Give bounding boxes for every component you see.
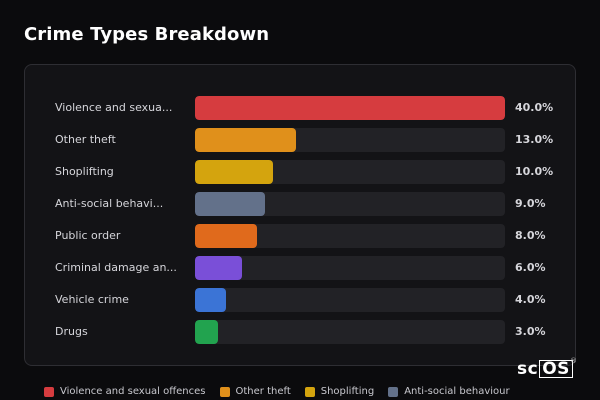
- value-label: 13.0%: [515, 133, 554, 146]
- bar-track: [195, 192, 505, 216]
- category-label: Vehicle crime: [55, 293, 129, 306]
- bar-track: [195, 160, 505, 184]
- bar: [195, 96, 505, 120]
- value-label: 6.0%: [515, 261, 546, 274]
- bar-track: [195, 288, 505, 312]
- value-label: 8.0%: [515, 229, 546, 242]
- bar-row: Drugs 3.0%: [25, 320, 577, 344]
- bar: [195, 160, 273, 184]
- bar-track: [195, 96, 505, 120]
- legend-label: Other theft: [235, 386, 291, 397]
- chart-legend: Violence and sexual offences Other theft S…: [44, 386, 510, 397]
- bar-row: Other theft 13.0%: [25, 128, 577, 152]
- legend-label: Violence and sexual offences: [60, 386, 206, 397]
- bar-row: Vehicle crime 4.0%: [25, 288, 577, 312]
- legend-swatch: [44, 386, 54, 397]
- bar: [195, 224, 257, 248]
- legend-item: Anti-social behaviour: [388, 386, 510, 397]
- bar-track: [195, 128, 505, 152]
- bar: [195, 128, 296, 152]
- bar-row: Shoplifting 10.0%: [25, 160, 577, 184]
- legend-label: Shoplifting: [320, 386, 375, 397]
- legend-swatch: [388, 386, 399, 397]
- bar-row: Criminal damage an... 6.0%: [25, 256, 577, 280]
- bar: [195, 288, 226, 312]
- legend-item: Violence and sexual offences: [44, 386, 206, 397]
- bar-track: [195, 256, 505, 280]
- legend-label: Anti-social behaviour: [404, 386, 510, 397]
- category-label: Drugs: [55, 325, 88, 338]
- category-label: Anti-social behavi...: [55, 197, 164, 210]
- category-label: Other theft: [55, 133, 116, 146]
- bar-row: Anti-social behavi... 9.0%: [25, 192, 577, 216]
- brand-logo: sc OS: [517, 359, 573, 379]
- bar-track: [195, 320, 505, 344]
- bar: [195, 256, 242, 280]
- legend-swatch: [304, 386, 315, 397]
- value-label: 40.0%: [515, 101, 554, 114]
- category-label: Public order: [55, 229, 121, 242]
- bar: [195, 192, 265, 216]
- chart-card: Violence and sexua... 40.0% Other theft 13.…: [24, 64, 576, 366]
- category-label: Shoplifting: [55, 165, 114, 178]
- brand-boxed: OS: [539, 360, 573, 378]
- legend-item: Shoplifting: [304, 386, 375, 397]
- registered-mark: ®: [570, 357, 577, 365]
- legend-swatch: [219, 386, 230, 397]
- brand-prefix: sc: [517, 359, 539, 379]
- category-label: Criminal damage an...: [55, 261, 177, 274]
- value-label: 10.0%: [515, 165, 554, 178]
- bar-track: [195, 224, 505, 248]
- category-label: Violence and sexua...: [55, 101, 173, 114]
- value-label: 3.0%: [515, 325, 546, 338]
- bar: [195, 320, 219, 344]
- value-label: 9.0%: [515, 197, 546, 210]
- bar-row: Violence and sexua... 40.0%: [25, 96, 577, 120]
- value-label: 4.0%: [515, 293, 546, 306]
- bar-row: Public order 8.0%: [25, 224, 577, 248]
- legend-item: Other theft: [219, 386, 291, 397]
- page-title: Crime Types Breakdown: [24, 24, 270, 45]
